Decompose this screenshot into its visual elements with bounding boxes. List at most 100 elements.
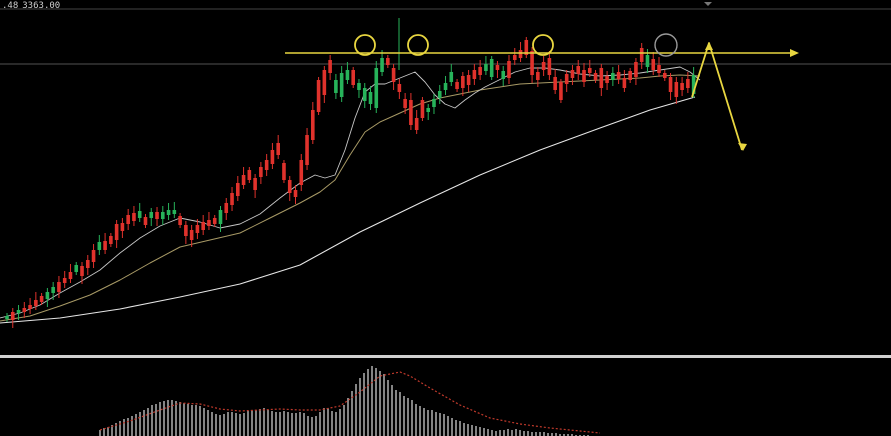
candle-body (495, 65, 500, 70)
macd-signal-group (99, 371, 601, 434)
candle-body (593, 73, 598, 80)
candle-body (432, 99, 436, 107)
candle-body (143, 217, 148, 225)
candle-body (120, 223, 125, 231)
projection-path (691, 42, 743, 151)
candle-body (22, 308, 27, 312)
candle-body (178, 216, 182, 225)
candle-body (155, 212, 159, 219)
macd-histogram-group (99, 366, 589, 436)
candle-body (16, 310, 21, 313)
candle-body (322, 70, 327, 95)
highlight-circle (532, 34, 554, 56)
pane-divider (0, 355, 891, 358)
candle-body (409, 100, 413, 125)
candle-body (668, 77, 673, 92)
projection-arrow-icon (738, 143, 747, 151)
candle-body (68, 272, 73, 279)
candle-body (207, 220, 211, 226)
candle-body (259, 167, 263, 177)
candle-body (489, 59, 494, 77)
candle-body (634, 62, 638, 77)
candle-body (662, 73, 667, 78)
candle-body (657, 65, 661, 73)
candle-body (518, 50, 523, 58)
candle-body (166, 210, 171, 215)
candle-body (374, 68, 379, 108)
candle-body (553, 77, 557, 90)
candle-body (253, 178, 257, 190)
candle-body (443, 83, 448, 90)
ma-slow-line-group (0, 96, 696, 324)
candle-body (501, 71, 506, 79)
candle-body (541, 62, 546, 70)
candle-body (311, 110, 315, 140)
candle-body (512, 55, 517, 60)
candle-body (524, 40, 529, 55)
ma-fast-line-group (0, 66, 701, 319)
candle-body (5, 316, 9, 319)
candle-body (564, 74, 569, 84)
candle-body (691, 75, 696, 94)
candle-body (466, 75, 471, 85)
candle-body (611, 73, 615, 80)
candle-body (536, 72, 540, 80)
candle-body (420, 100, 425, 118)
candle-body (391, 68, 396, 82)
candle-body (484, 64, 488, 71)
candle-body (10, 312, 15, 320)
candle-body (651, 59, 656, 70)
candle-body (103, 241, 107, 250)
candle-body (276, 143, 280, 155)
candle-body (126, 215, 130, 224)
candle-body (201, 222, 205, 230)
projection-peak-icon (705, 42, 713, 50)
price-readout: .48 3363.00 (2, 1, 64, 11)
candle-body (680, 83, 684, 90)
candle-body (34, 300, 38, 306)
candle-body (212, 218, 217, 224)
candle-body (414, 118, 419, 130)
candle-body (80, 266, 84, 276)
candle-body (172, 210, 177, 214)
candle-body (218, 210, 223, 224)
ma-mid-line (0, 74, 701, 322)
candle-body (328, 60, 332, 73)
candle-body (437, 91, 442, 98)
candle-body (62, 278, 67, 283)
ma-fast-line (0, 66, 701, 319)
candle-body (91, 250, 96, 262)
candle-body (282, 163, 286, 180)
price-reference-lines (0, 8, 891, 65)
candle-body (195, 225, 200, 233)
candle-body (686, 79, 690, 88)
candle-body (39, 296, 44, 302)
candle-body (160, 212, 165, 219)
candle-body (51, 287, 55, 293)
scroll-marker-icon (704, 2, 712, 6)
candle-body (449, 72, 454, 82)
candle-body (599, 68, 604, 88)
candle-body (403, 99, 407, 108)
candle-body (357, 83, 361, 90)
candle-body (645, 55, 650, 67)
candle-body (270, 150, 275, 164)
candle-body (380, 58, 384, 72)
candle-body (570, 70, 575, 78)
candle-body (628, 71, 632, 80)
candle-body (287, 180, 292, 193)
highlight-circle (407, 34, 429, 56)
highlight-circle (354, 34, 376, 56)
candle-body (622, 78, 627, 88)
candle-body (45, 292, 50, 299)
candle-body (293, 190, 298, 197)
candle-body (137, 211, 142, 218)
candles-group (5, 18, 696, 328)
candle-body (339, 73, 344, 97)
candle-body (530, 51, 534, 75)
candle-body (247, 170, 252, 180)
candle-body (397, 84, 402, 92)
candle-body (224, 203, 229, 213)
pane-divider-group (0, 355, 891, 358)
